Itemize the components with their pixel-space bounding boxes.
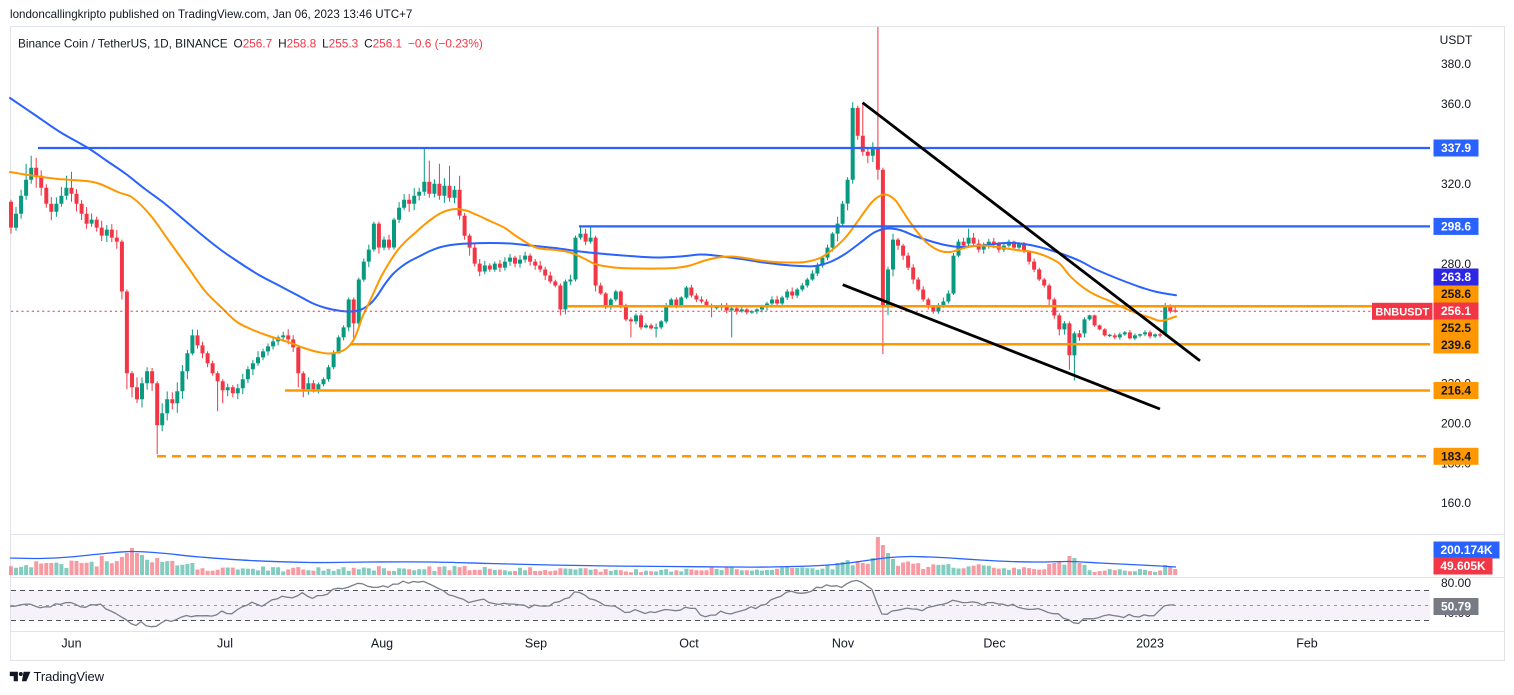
svg-text:239.6: 239.6 bbox=[1441, 338, 1471, 352]
svg-text:49.605K: 49.605K bbox=[1440, 559, 1486, 573]
svg-text:380.0: 380.0 bbox=[1441, 57, 1471, 71]
svg-text:Dec: Dec bbox=[983, 637, 1005, 651]
svg-text:Oct: Oct bbox=[679, 637, 699, 651]
svg-text:londoncallingkripto published: londoncallingkripto published on Trading… bbox=[10, 8, 412, 21]
svg-text:Jul: Jul bbox=[217, 637, 233, 651]
svg-text:216.4: 216.4 bbox=[1441, 384, 1471, 398]
svg-text:Sep: Sep bbox=[525, 637, 547, 651]
svg-text:298.6: 298.6 bbox=[1441, 220, 1471, 234]
svg-text:258.6: 258.6 bbox=[1441, 287, 1471, 301]
svg-text:USDT: USDT bbox=[1440, 33, 1473, 47]
svg-text:337.9: 337.9 bbox=[1441, 141, 1471, 155]
svg-text:Aug: Aug bbox=[371, 637, 393, 651]
svg-text:Binance Coin / TetherUS, 1D, B: Binance Coin / TetherUS, 1D, BINANCE O25… bbox=[18, 37, 483, 51]
svg-text:183.4: 183.4 bbox=[1441, 450, 1471, 464]
svg-text:252.5: 252.5 bbox=[1441, 321, 1471, 335]
svg-text:200.0: 200.0 bbox=[1441, 416, 1471, 430]
svg-text:256.1: 256.1 bbox=[1441, 304, 1471, 318]
svg-text:Feb: Feb bbox=[1296, 637, 1318, 651]
svg-text:200.174K: 200.174K bbox=[1440, 543, 1492, 557]
svg-text:BNBUSDT: BNBUSDT bbox=[1375, 306, 1429, 318]
svg-text:80.00: 80.00 bbox=[1441, 576, 1471, 590]
svg-text:50.79: 50.79 bbox=[1441, 600, 1471, 614]
svg-text:TradingView: TradingView bbox=[34, 669, 105, 684]
svg-text:2023: 2023 bbox=[1136, 637, 1164, 651]
svg-text:320.0: 320.0 bbox=[1441, 177, 1471, 191]
svg-text:Jun: Jun bbox=[61, 637, 81, 651]
svg-text:263.8: 263.8 bbox=[1441, 270, 1471, 284]
svg-text:280.0: 280.0 bbox=[1441, 257, 1471, 271]
svg-text:160.0: 160.0 bbox=[1441, 496, 1471, 510]
svg-text:Nov: Nov bbox=[832, 637, 855, 651]
svg-text:360.0: 360.0 bbox=[1441, 97, 1471, 111]
